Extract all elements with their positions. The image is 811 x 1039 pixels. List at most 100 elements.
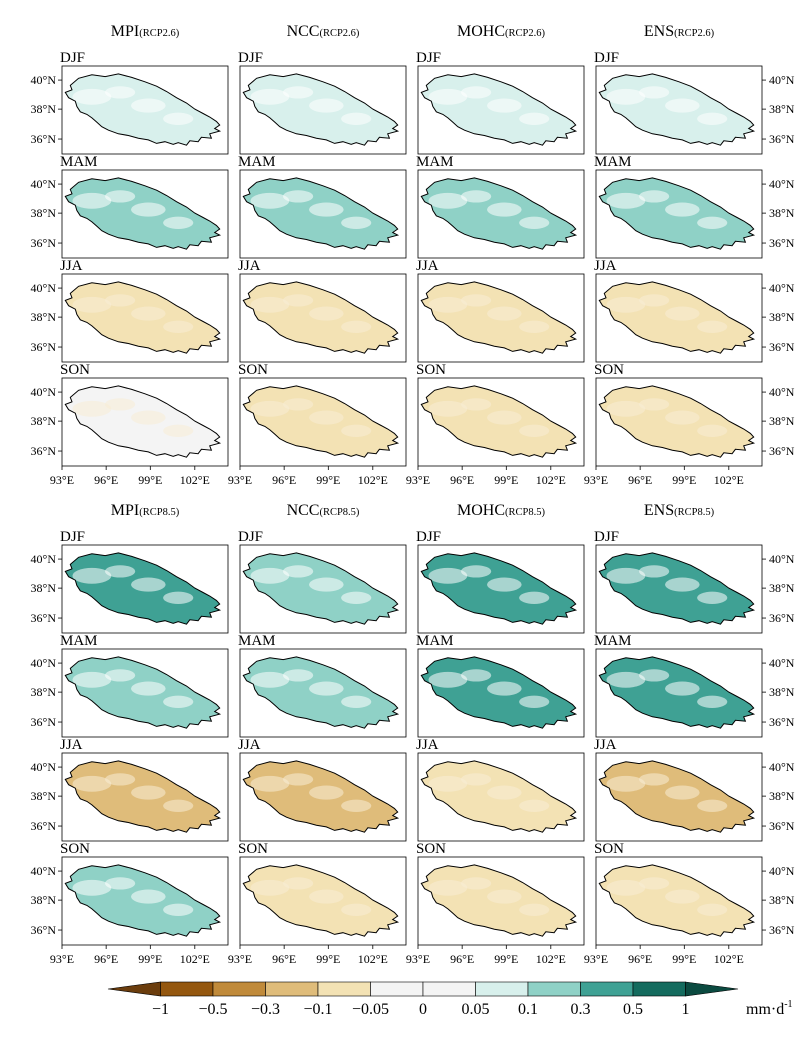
y-tick-label: 40°N [31, 656, 57, 670]
region-variability-patch [665, 889, 700, 904]
map-panel [417, 648, 585, 738]
region-variability-patch [72, 296, 112, 313]
x-tick-label: 96°E [272, 473, 296, 487]
region-variability-patch [104, 294, 136, 307]
x-tick-label: 99°E [494, 473, 518, 487]
map-panel [239, 377, 407, 467]
region-variability-patch [460, 669, 492, 682]
map-panel [239, 752, 407, 842]
colorbar-tick-label: 0.5 [623, 1001, 643, 1018]
region-variability-patch [519, 591, 550, 604]
region-variability-patch [341, 320, 372, 333]
season-label: JJA [238, 258, 261, 274]
x-tick-label: 96°E [94, 473, 118, 487]
region-variability-patch [282, 86, 314, 99]
season-label: DJF [238, 529, 263, 545]
colorbar-tick-label: −0.05 [352, 1001, 389, 1018]
map-panel [239, 856, 407, 946]
region-variability-patch [697, 903, 728, 916]
x-tick-label: 102°E [536, 473, 566, 487]
season-label: MAM [60, 154, 98, 170]
y-tick-label: 38°N [769, 581, 795, 595]
map-panel [417, 273, 585, 363]
season-label: MAM [238, 154, 276, 170]
map-panel [595, 65, 763, 155]
x-tick-label: 99°E [672, 952, 696, 966]
y-tick-label: 40°N [31, 177, 57, 191]
y-tick-label: 36°N [31, 715, 57, 729]
y-tick-label: 40°N [769, 552, 795, 566]
colorbar-segment [265, 981, 319, 997]
region-outline [242, 760, 400, 833]
region-variability-patch [104, 773, 136, 786]
y-tick-label: 38°N [769, 893, 795, 907]
colorbar-segment [160, 981, 214, 997]
region-variability-patch [72, 400, 112, 417]
season-label: SON [238, 841, 268, 857]
region-variability-patch [282, 190, 314, 203]
map-panel [61, 169, 229, 259]
y-tick-label: 36°N [769, 340, 795, 354]
season-label: MAM [416, 154, 454, 170]
colorbar-tick-label: 0 [419, 1001, 427, 1018]
colorbar-segment [212, 981, 266, 997]
region-variability-patch [487, 202, 522, 217]
region-variability-patch [163, 320, 194, 333]
region-variability-patch [606, 879, 646, 896]
y-tick-label: 38°N [31, 310, 57, 324]
season-label: SON [594, 362, 624, 378]
x-tick-label: 99°E [316, 952, 340, 966]
region-variability-patch [282, 398, 314, 411]
y-tick-label: 38°N [31, 102, 57, 116]
y-tick-label: 36°N [769, 715, 795, 729]
season-label: SON [60, 841, 90, 857]
season-label: DJF [416, 50, 441, 66]
region-outline [420, 177, 578, 250]
map-panel [417, 856, 585, 946]
region-variability-patch [163, 112, 194, 125]
season-label: DJF [594, 50, 619, 66]
colorbar-tick-label: 0.3 [571, 1001, 591, 1018]
map-panel [61, 377, 229, 467]
season-label: SON [416, 362, 446, 378]
x-tick-label: 102°E [714, 952, 744, 966]
map-panel [61, 273, 229, 363]
region-variability-patch [460, 86, 492, 99]
region-outline [420, 73, 578, 146]
region-outline [598, 656, 756, 729]
region-variability-patch [519, 695, 550, 708]
y-tick-label: 38°N [769, 206, 795, 220]
region-variability-patch [131, 98, 166, 113]
panel-column-header: NCC(RCP2.6) [287, 23, 360, 40]
season-label: MAM [416, 633, 454, 649]
x-tick-label: 93°E [228, 952, 252, 966]
region-variability-patch [163, 424, 194, 437]
colorbar: −1 −0.5 −0.3 −0.1 −0.05 0 0.05 0.1 0.3 0.5 1 mm·d-1 [107, 981, 793, 1018]
region-variability-patch [250, 296, 290, 313]
panel-column-header: MPI(RCP2.6) [111, 23, 180, 40]
region-variability-patch [638, 86, 670, 99]
region-variability-patch [519, 112, 550, 125]
map-panel [239, 544, 407, 634]
region-variability-patch [282, 773, 314, 786]
region-variability-patch [131, 889, 166, 904]
region-variability-patch [72, 567, 112, 584]
x-tick-label: 102°E [358, 473, 388, 487]
region-variability-patch [131, 410, 166, 425]
region-variability-patch [428, 879, 468, 896]
region-variability-patch [638, 398, 670, 411]
region-variability-patch [665, 681, 700, 696]
map-panel [61, 65, 229, 155]
region-variability-patch [282, 669, 314, 682]
region-variability-patch [460, 565, 492, 578]
region-variability-patch [519, 320, 550, 333]
x-tick-label: 96°E [272, 952, 296, 966]
region-variability-patch [487, 785, 522, 800]
region-variability-patch [131, 306, 166, 321]
colorbar-tick-label: 0.1 [518, 1001, 538, 1018]
season-label: DJF [60, 529, 85, 545]
season-label: JJA [594, 737, 617, 753]
y-tick-label: 40°N [31, 552, 57, 566]
x-tick-label: 102°E [358, 952, 388, 966]
y-tick-label: 36°N [31, 819, 57, 833]
